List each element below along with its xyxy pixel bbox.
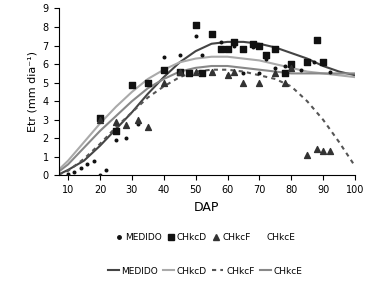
- Point: [123, 123, 128, 128]
- Point: [282, 71, 288, 76]
- Y-axis label: Etr (mm dia⁻¹): Etr (mm dia⁻¹): [27, 52, 37, 132]
- Point: [320, 62, 326, 67]
- Point: [145, 80, 151, 85]
- Point: [225, 73, 231, 78]
- Point: [193, 69, 199, 74]
- Point: [72, 170, 78, 174]
- Point: [209, 69, 214, 74]
- Point: [231, 40, 237, 44]
- Point: [304, 60, 310, 65]
- Point: [288, 66, 294, 70]
- Point: [209, 69, 214, 74]
- Point: [97, 117, 103, 122]
- Legend: MEDIDO, CHkcD, CHkcF, CHkcE: MEDIDO, CHkcD, CHkcF, CHkcE: [108, 267, 302, 276]
- Point: [113, 138, 119, 142]
- Point: [193, 23, 199, 27]
- Point: [257, 80, 262, 85]
- Point: [272, 71, 278, 76]
- Point: [282, 80, 288, 85]
- Point: [288, 62, 294, 67]
- Legend: MEDIDO, CHkcD, CHkcF, CHkcE: MEDIDO, CHkcD, CHkcF, CHkcE: [115, 233, 295, 242]
- Point: [84, 162, 90, 167]
- Point: [250, 45, 256, 50]
- Point: [209, 32, 214, 37]
- Point: [311, 60, 317, 65]
- Point: [314, 38, 320, 42]
- Point: [320, 60, 326, 65]
- Point: [263, 53, 269, 57]
- Point: [161, 54, 167, 59]
- Point: [177, 69, 183, 74]
- Point: [240, 80, 246, 85]
- Point: [129, 82, 135, 87]
- Point: [177, 69, 183, 74]
- Point: [161, 67, 167, 72]
- Point: [218, 40, 224, 44]
- Point: [199, 71, 205, 76]
- Point: [257, 43, 262, 48]
- Point: [65, 171, 71, 176]
- X-axis label: DAP: DAP: [194, 201, 220, 214]
- Point: [298, 67, 304, 72]
- Point: [240, 47, 246, 52]
- Point: [145, 125, 151, 130]
- Point: [193, 34, 199, 38]
- Point: [177, 53, 183, 57]
- Point: [97, 172, 103, 177]
- Point: [304, 153, 310, 157]
- Point: [326, 149, 332, 154]
- Point: [231, 69, 237, 74]
- Point: [104, 168, 109, 172]
- Point: [326, 69, 332, 74]
- Point: [78, 166, 84, 170]
- Point: [91, 158, 97, 163]
- Point: [263, 56, 269, 61]
- Point: [282, 64, 288, 68]
- Point: [257, 71, 262, 76]
- Point: [199, 53, 205, 57]
- Point: [225, 47, 231, 52]
- Point: [135, 121, 141, 126]
- Point: [97, 116, 103, 120]
- Point: [240, 71, 246, 76]
- Point: [113, 129, 119, 133]
- Point: [218, 47, 224, 52]
- Point: [186, 69, 192, 74]
- Point: [123, 136, 128, 141]
- Point: [231, 43, 237, 48]
- Point: [250, 42, 256, 46]
- Point: [320, 149, 326, 154]
- Point: [113, 119, 119, 124]
- Point: [225, 73, 231, 78]
- Point: [161, 80, 167, 85]
- Point: [186, 71, 192, 76]
- Point: [135, 117, 141, 122]
- Point: [272, 47, 278, 52]
- Point: [314, 147, 320, 152]
- Point: [272, 66, 278, 70]
- Point: [288, 66, 294, 70]
